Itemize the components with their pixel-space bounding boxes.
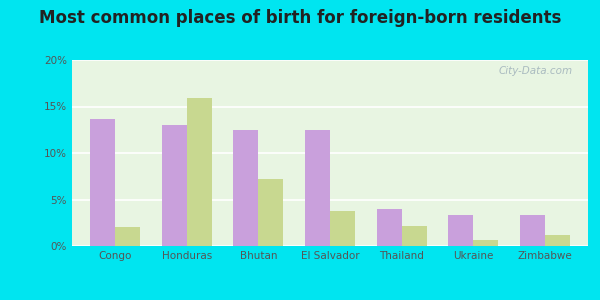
Bar: [330, 211, 355, 246]
Bar: [520, 215, 545, 246]
Bar: [115, 227, 140, 246]
Bar: [187, 98, 212, 246]
Bar: [90, 118, 115, 246]
Bar: [233, 130, 259, 246]
Bar: [377, 209, 401, 246]
Bar: [401, 226, 427, 246]
Bar: [305, 130, 330, 246]
Text: Most common places of birth for foreign-born residents: Most common places of birth for foreign-…: [39, 9, 561, 27]
Bar: [473, 240, 499, 246]
Bar: [259, 179, 283, 246]
Bar: [161, 125, 187, 246]
Bar: [448, 215, 473, 246]
Text: City-Data.com: City-Data.com: [499, 66, 572, 76]
Bar: [545, 235, 570, 246]
